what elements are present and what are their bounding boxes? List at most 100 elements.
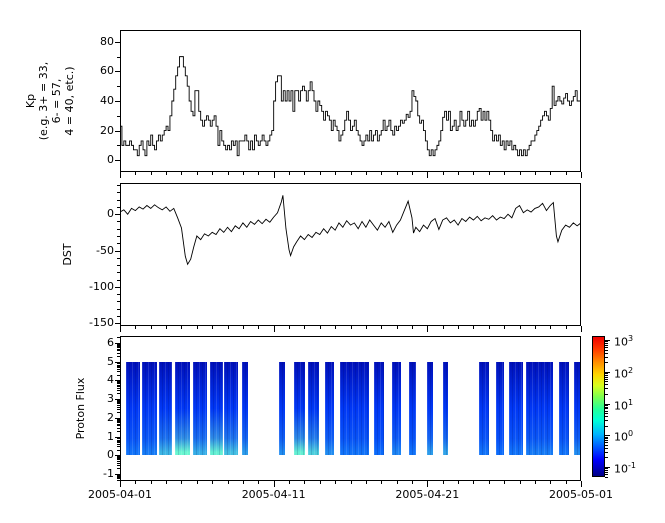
y-major-tick-mark <box>115 130 120 132</box>
y-minor-tick-mark <box>117 439 120 441</box>
x-minor-tick-mark <box>519 326 521 329</box>
y-minor-tick-mark <box>117 199 120 201</box>
y-minor-tick-mark <box>117 348 120 350</box>
y-minor-tick-mark <box>117 86 120 88</box>
colorbar-minor-tick-mark <box>605 474 608 476</box>
y-major-tick-mark <box>115 361 120 363</box>
y-tick-label: 5 <box>107 354 114 368</box>
x-minor-tick-mark <box>227 326 229 329</box>
x-minor-tick-mark <box>458 326 460 329</box>
x-minor-tick-mark <box>396 326 398 329</box>
y-tick-label: 80 <box>100 34 114 48</box>
x-minor-tick-mark <box>212 326 214 329</box>
x-minor-tick-mark <box>411 481 413 484</box>
proton-flux-bar <box>279 361 286 456</box>
x-minor-tick-mark <box>227 172 229 175</box>
y-minor-tick-mark <box>117 460 120 462</box>
x-major-tick-mark <box>581 481 582 487</box>
y-major-tick-mark <box>115 286 120 288</box>
y-minor-tick-mark <box>117 315 120 317</box>
y-minor-tick-mark <box>117 115 120 117</box>
y-minor-tick-mark <box>117 365 120 367</box>
y-minor-tick-mark <box>117 356 120 358</box>
colorbar-minor-tick-mark <box>605 406 608 408</box>
colorbar-minor-tick-mark <box>605 408 608 410</box>
y-minor-tick-mark <box>117 442 120 444</box>
x-minor-tick-mark <box>304 326 306 329</box>
x-tick-label: 2005-04-01 <box>88 488 152 501</box>
colorbar-major-tick-mark <box>605 340 610 341</box>
y-minor-tick-mark <box>117 257 120 259</box>
colorbar-minor-tick-mark <box>605 404 608 406</box>
y-minor-tick-mark <box>117 423 120 425</box>
y-minor-tick-mark <box>117 478 120 480</box>
x-minor-tick-mark <box>473 481 475 484</box>
proton-flux-bar <box>508 361 523 456</box>
proton-flux-axis-label: Proton Flux <box>74 377 87 440</box>
proton-flux-bar <box>574 361 581 456</box>
x-minor-tick-mark <box>504 172 506 175</box>
proton-flux-bar <box>209 361 223 456</box>
y-minor-tick-mark <box>117 384 120 386</box>
y-minor-tick-mark <box>117 374 120 376</box>
x-major-tick-mark <box>273 172 275 178</box>
dst-series-line <box>120 195 581 266</box>
x-major-tick-mark <box>273 481 275 487</box>
x-major-tick-mark <box>120 481 121 487</box>
x-minor-tick-mark <box>565 326 567 329</box>
colorbar-minor-tick-mark <box>605 374 608 376</box>
x-minor-tick-mark <box>289 326 291 329</box>
y-minor-tick-mark <box>117 381 120 383</box>
y-minor-tick-mark <box>117 192 120 194</box>
colorbar-minor-tick-mark <box>605 384 608 386</box>
x-minor-tick-mark <box>166 326 168 329</box>
y-minor-tick-mark <box>117 419 120 421</box>
y-minor-tick-mark <box>117 446 120 448</box>
colorbar-minor-tick-mark <box>605 344 608 346</box>
y-tick-label: 1 <box>107 429 114 443</box>
y-minor-tick-mark <box>117 364 120 366</box>
y-minor-tick-mark <box>117 474 120 476</box>
y-minor-tick-mark <box>117 345 120 347</box>
colorbar-minor-tick-mark <box>605 343 608 345</box>
x-minor-tick-mark <box>442 172 444 175</box>
x-minor-tick-mark <box>519 481 521 484</box>
proton-flux-bar <box>192 361 207 456</box>
y-minor-tick-mark <box>117 459 120 461</box>
y-minor-tick-mark <box>117 185 120 187</box>
y-minor-tick-mark <box>117 427 120 429</box>
x-minor-tick-mark <box>488 326 490 329</box>
x-major-tick-mark <box>120 172 121 178</box>
x-minor-tick-mark <box>411 326 413 329</box>
y-minor-tick-mark <box>117 221 120 223</box>
proton-flux-bar <box>426 361 434 456</box>
y-minor-tick-mark <box>117 449 120 451</box>
y-minor-tick-mark <box>117 369 120 371</box>
y-minor-tick-mark <box>117 456 120 458</box>
y-tick-label: 0 <box>107 153 114 167</box>
colorbar-minor-tick-mark <box>605 381 608 383</box>
x-minor-tick-mark <box>504 326 506 329</box>
y-minor-tick-mark <box>117 406 120 408</box>
colorbar-minor-tick-mark <box>605 468 608 470</box>
x-minor-tick-mark <box>242 172 244 175</box>
colorbar-major-tick-mark <box>605 435 610 437</box>
y-minor-tick-mark <box>117 479 120 481</box>
colorbar-minor-tick-mark <box>605 442 608 444</box>
x-minor-tick-mark <box>565 481 567 484</box>
y-tick-label: -50 <box>96 243 114 257</box>
x-minor-tick-mark <box>166 481 168 484</box>
dst-axis-label: DST <box>61 243 74 266</box>
x-tick-label: 2005-05-01 <box>549 488 613 501</box>
colorbar-minor-tick-mark <box>605 376 608 378</box>
x-minor-tick-mark <box>396 172 398 175</box>
proton-flux-bar <box>495 361 505 456</box>
x-minor-tick-mark <box>196 481 198 484</box>
y-minor-tick-mark <box>117 343 120 345</box>
colorbar-minor-tick-mark <box>605 373 608 375</box>
x-minor-tick-mark <box>504 481 506 484</box>
y-major-tick-mark <box>115 41 120 43</box>
y-minor-tick-mark <box>117 399 120 401</box>
x-minor-tick-mark <box>473 172 475 175</box>
x-minor-tick-mark <box>519 172 521 175</box>
